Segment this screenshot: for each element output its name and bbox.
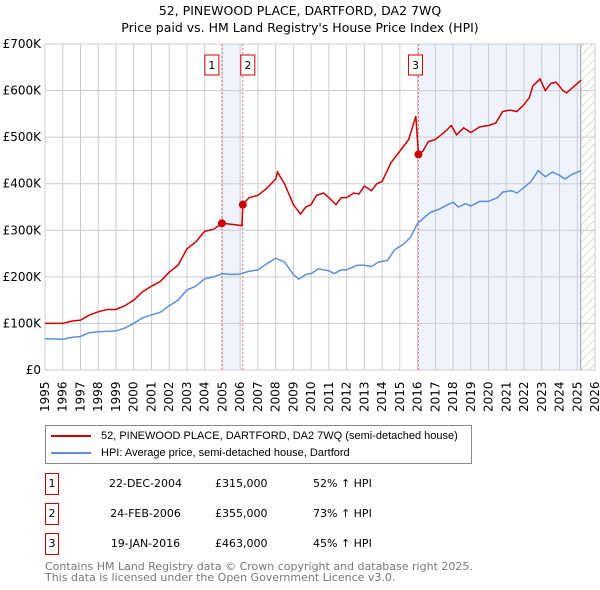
footer: Contains HM Land Registry data © Crown c… <box>45 561 473 583</box>
sale-label-box <box>407 54 423 76</box>
sale-row: 1 22-DEC-2004 £315,000 52% ↑ HPI <box>45 473 445 495</box>
sale-price: £355,000 <box>215 507 268 520</box>
legend-label: HPI: Average price, semi-detached house,… <box>101 447 350 459</box>
sale-point <box>238 200 247 209</box>
sale-date: 19-JAN-2016 <box>110 537 181 550</box>
x-tick-label: 2013 <box>357 381 371 412</box>
x-tick-label: 2002 <box>162 381 176 412</box>
x-tick-label: 2007 <box>251 381 265 412</box>
property-price-line <box>45 77 582 325</box>
x-tick-label: 1999 <box>109 381 123 412</box>
x-tick-label: 2004 <box>198 381 212 412</box>
legend-swatch-blue <box>51 452 91 454</box>
x-tick-label: 2019 <box>464 381 478 412</box>
footer-line: Contains HM Land Registry data © Crown c… <box>45 560 473 573</box>
y-tick-label: £600K <box>3 84 43 98</box>
sale-point <box>217 219 226 228</box>
x-tick-label: 2010 <box>304 381 318 412</box>
x-tick-label: 2003 <box>180 381 194 412</box>
x-tick-label: 2014 <box>375 381 389 412</box>
x-tick-label: 2012 <box>340 381 354 412</box>
chart-title: 52, PINEWOOD PLACE, DARTFORD, DA2 7WQ <box>158 3 442 18</box>
sale-row: 3 19-JAN-2016 £463,000 45% ↑ HPI <box>45 533 445 555</box>
sale-label-box <box>240 54 256 76</box>
x-tick-label: 1997 <box>73 381 87 412</box>
sale-price: £315,000 <box>215 477 268 490</box>
x-tick-label: 2022 <box>517 381 531 412</box>
sale-price: £463,000 <box>215 537 268 550</box>
x-tick-label: 2020 <box>482 381 496 412</box>
legend: 52, PINEWOOD PLACE, DARTFORD, DA2 7WQ (s… <box>45 425 472 464</box>
sale-date: 22-DEC-2004 <box>108 477 183 490</box>
y-tick-label: £300K <box>3 223 43 237</box>
x-tick-label: 2021 <box>499 381 513 412</box>
sale-number-badge: 1 <box>45 473 59 495</box>
x-tick-label: 2016 <box>411 381 425 412</box>
x-tick-label: 1998 <box>91 381 105 412</box>
x-tick-label: 2006 <box>233 381 247 412</box>
x-tick-label: 2025 <box>570 381 584 412</box>
sale-point <box>414 150 423 159</box>
shaded-period-1-2 <box>221 44 243 370</box>
price-chart: 1995 1996 1997 1998 1999 2000 2001 2002 2003 2004… <box>3 37 600 412</box>
legend-item-hpi: HPI: Average price, semi-detached house,… <box>51 445 350 461</box>
shaded-period-3 <box>418 44 581 370</box>
footer-line: This data is licensed under the Open Gov… <box>45 571 396 584</box>
y-tick-label: £400K <box>3 177 43 191</box>
x-tick-label: 2026 <box>588 381 600 412</box>
sale-date: 24-FEB-2006 <box>110 507 181 520</box>
hpi-line <box>44 169 582 341</box>
x-tick-label: 2018 <box>446 381 460 412</box>
x-tick-label: 2008 <box>269 381 283 412</box>
legend-swatch-red <box>51 435 91 437</box>
x-tick-label: 2001 <box>144 381 158 412</box>
y-tick-label: £500K <box>3 130 43 144</box>
x-tick-label: 2015 <box>393 381 407 412</box>
y-tick-label: £100K <box>3 316 43 330</box>
x-tick-label: 2011 <box>322 381 336 412</box>
forecast-hatch <box>580 44 595 370</box>
chart-subtitle: Price paid vs. HM Land Registry's House … <box>121 20 479 35</box>
sale-number-badge: 3 <box>45 533 59 555</box>
sale-label: 2 <box>244 59 251 72</box>
sale-number-badge: 2 <box>45 503 59 525</box>
sale-label-box <box>204 54 220 76</box>
x-tick-label: 2000 <box>127 381 141 412</box>
sale-hpi-change: 45% ↑ HPI <box>313 537 372 550</box>
x-tick-label: 2005 <box>215 381 229 412</box>
x-tick-label: 2023 <box>535 381 549 412</box>
sale-row: 2 24-FEB-2006 £355,000 73% ↑ HPI <box>45 503 445 525</box>
x-tick-label: 1996 <box>56 381 70 412</box>
y-tick-label: £0 <box>26 363 41 377</box>
sale-hpi-change: 73% ↑ HPI <box>313 507 372 520</box>
y-tick-label: £200K <box>3 270 43 284</box>
legend-item-property: 52, PINEWOOD PLACE, DARTFORD, DA2 7WQ (s… <box>51 428 458 444</box>
y-tick-label: £700K <box>3 37 43 51</box>
x-tick-label: 2017 <box>428 381 442 412</box>
x-tick-label: 1995 <box>38 381 52 412</box>
plot-frame <box>44 43 596 371</box>
sale-hpi-change: 52% ↑ HPI <box>313 477 372 490</box>
x-tick-label: 2009 <box>286 381 300 412</box>
sale-label: 3 <box>412 59 419 72</box>
legend-label: 52, PINEWOOD PLACE, DARTFORD, DA2 7WQ (s… <box>101 430 458 442</box>
x-tick-label: 2024 <box>553 381 567 412</box>
sale-label: 1 <box>208 59 215 72</box>
